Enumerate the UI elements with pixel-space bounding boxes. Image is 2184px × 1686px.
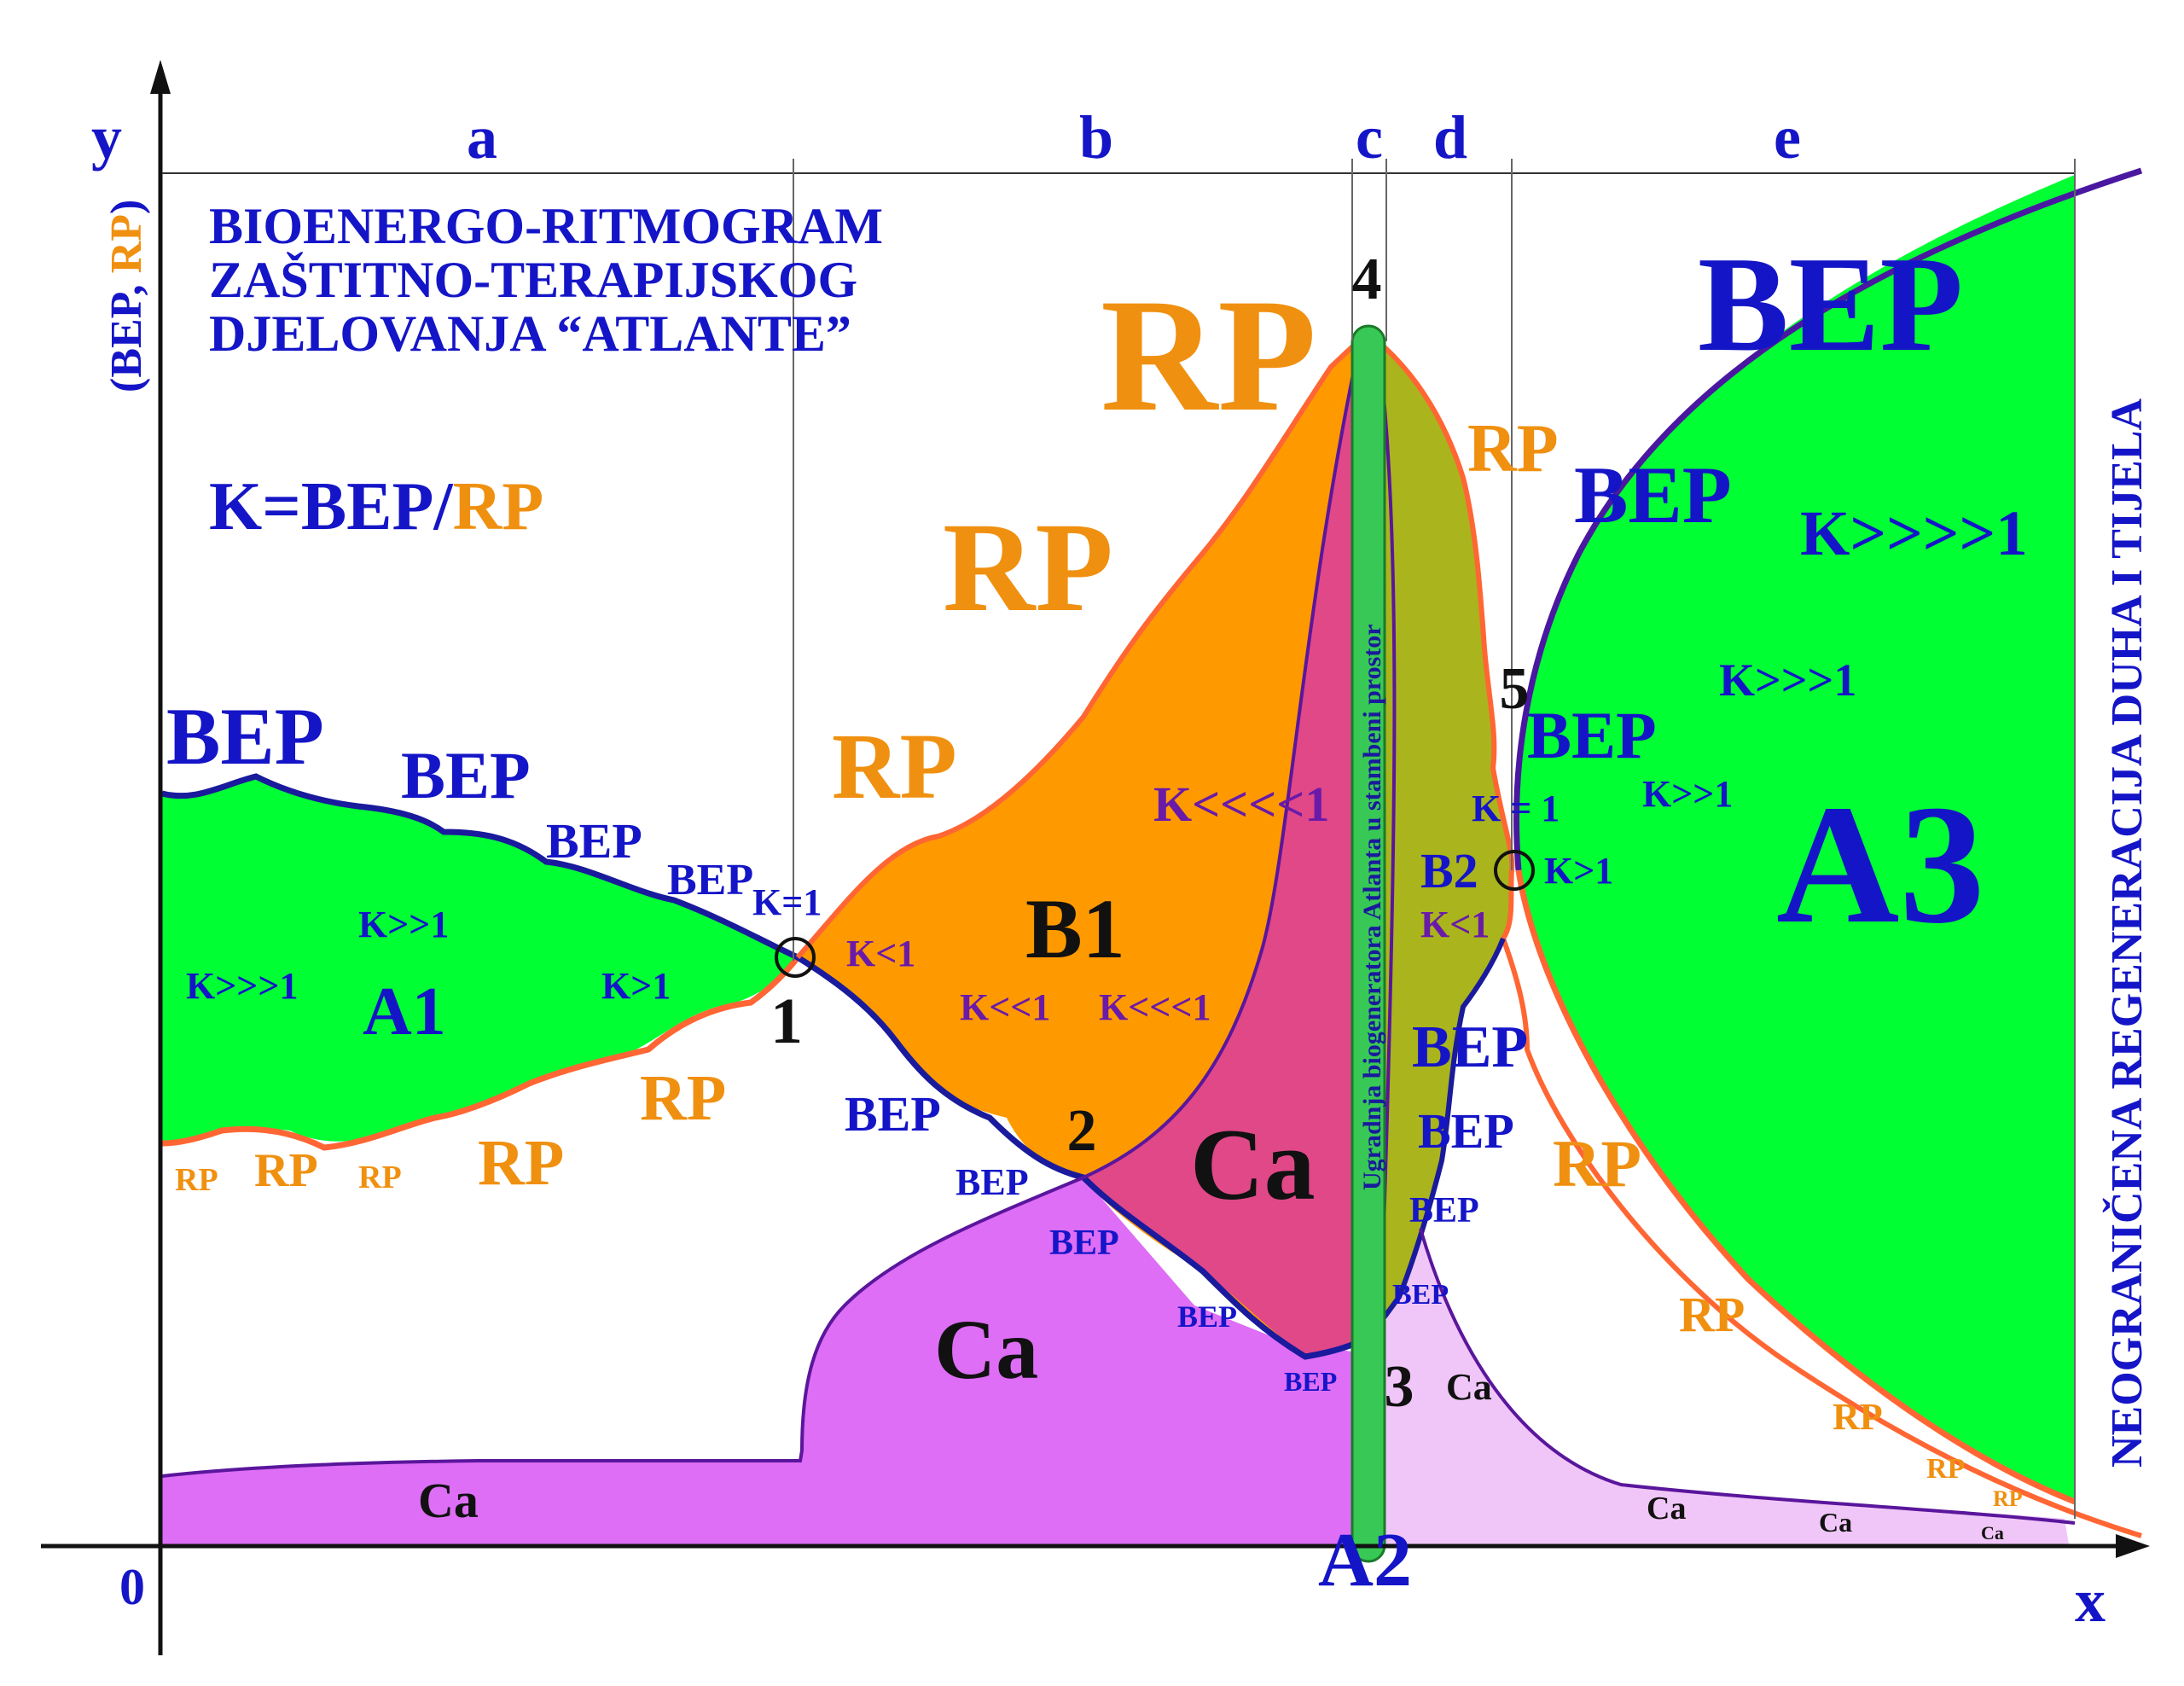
region-ca-hump: Ca	[934, 1302, 1038, 1397]
k-label-b2-l: K<1	[1420, 904, 1490, 945]
title-line-2: ZAŠTITNO-TERAPIJSKOG	[209, 252, 857, 308]
rp-label-e-2: RP	[1679, 1287, 1745, 1342]
x-axis-arrow	[2116, 1534, 2150, 1558]
rp-label-a1-3: RP	[254, 1144, 318, 1197]
rp-label-a1-2: RP	[478, 1127, 564, 1199]
k-label-b1-ll: K<<1	[960, 986, 1050, 1028]
k-label-point5: K = 1	[1472, 788, 1560, 829]
formula: K=BEP/RP	[209, 469, 543, 544]
bep-label-a-3: BEP	[546, 813, 642, 869]
x-axis-label: x	[2075, 1567, 2106, 1635]
k-label-a1-gg: K>>1	[358, 904, 449, 945]
point-1-label: 1	[770, 985, 803, 1057]
rp-label-peak: RP	[1101, 266, 1316, 445]
region-b1: B1	[1025, 881, 1125, 976]
point-2-label: 2	[1067, 1098, 1097, 1164]
bep-label-d-5: BEP	[1392, 1279, 1449, 1311]
a3-bep-boundary	[1513, 167, 2143, 871]
region-a1: A1	[363, 974, 446, 1049]
ca-hump-curve	[161, 1176, 1084, 1478]
a3-region	[1516, 175, 2075, 1502]
region-ca-big: Ca	[1190, 1108, 1316, 1221]
title-line-3: DJELOVANJA “ATLANTE”	[209, 305, 851, 362]
y-axis-quantity-label: (BEP, RP)	[102, 200, 151, 392]
bep-label-a-1: BEP	[166, 691, 324, 782]
k-label-point1: K=1	[752, 881, 822, 923]
rp-label-e-3: RP	[1833, 1396, 1883, 1438]
rp-label-e-4: RP	[1926, 1453, 1965, 1485]
rp-label-a1-4: RP	[175, 1162, 218, 1198]
title-line-1: BIOENERGO-RITMOGRAM	[209, 198, 883, 254]
rp-label-e-1: RP	[1553, 1126, 1641, 1201]
k-label-b1-l: K<1	[846, 933, 915, 974]
bep-label-b-2: BEP	[956, 1161, 1029, 1203]
a1-rp-boundary	[161, 955, 800, 1151]
ca-region-tail	[1382, 1229, 2069, 1544]
bep-label-a-2: BEP	[401, 738, 531, 812]
bep-label-b-3: BEP	[1049, 1224, 1119, 1263]
k-label-b1-lll: K<<<1	[1099, 986, 1211, 1028]
bep-label-e-mid: BEP	[1574, 450, 1732, 540]
k-label-e-gg: K>>1	[1642, 773, 1733, 815]
region-a2: A2	[1318, 1518, 1412, 1602]
k-label-e-g: K>1	[1544, 850, 1613, 892]
rp-label-b1-low: RP	[832, 714, 957, 818]
ca-wedge-region	[1083, 341, 1382, 1357]
y-axis-label: y	[91, 103, 122, 172]
section-label-a: a	[467, 103, 497, 172]
point-3-label: 3	[1385, 1354, 1414, 1420]
rp-label-e-5: RP	[1993, 1486, 2023, 1511]
bep-label-d-4: BEP	[1409, 1191, 1479, 1230]
bep-label-d-1: BEP	[1527, 698, 1657, 772]
ca-tail-curve	[1419, 1228, 2076, 1525]
a1-bep-boundary	[161, 773, 799, 961]
k-label-a1-g: K>1	[601, 965, 671, 1007]
region-b2: B2	[1420, 843, 1478, 898]
bep-label-d-2: BEP	[1412, 1015, 1528, 1080]
bep-label-e-big: BEP	[1698, 228, 1963, 380]
rp-label-b1: RP	[943, 497, 1113, 638]
bep-label-b-5: BEP	[1284, 1366, 1337, 1397]
section-label-e: e	[1774, 103, 1801, 172]
region-a3: A3	[1776, 770, 1984, 959]
point-5-label: 5	[1500, 656, 1530, 722]
rp-label-d: RP	[1467, 411, 1559, 486]
rp-ascending-curve	[795, 337, 1362, 959]
section-label-c: c	[1356, 103, 1383, 172]
rp-olive-outline	[1376, 339, 2142, 1538]
point-1-marker	[775, 937, 816, 978]
region-ca-tail-1: Ca	[1446, 1366, 1492, 1408]
vertical-biogenerator-text: Ugradnja biogeneratora Atlanta u stamben…	[1358, 624, 1386, 1190]
a1-region	[162, 776, 798, 1143]
section-label-b: b	[1079, 103, 1113, 172]
k-label-b1-llll: K<<<<1	[1153, 776, 1329, 832]
bep-olive-boundary	[1378, 937, 1506, 1324]
region-ca-tail-2: Ca	[1647, 1491, 1686, 1526]
bep-label-b-1: BEP	[845, 1086, 941, 1142]
k-label-e-ggg: K>>>1	[1719, 654, 1856, 706]
k-label-e-gggg: K>>>>1	[1800, 498, 2028, 569]
rp-label-a1-5: RP	[358, 1160, 402, 1195]
y-axis-arrow	[150, 60, 171, 94]
section-label-d: d	[1433, 103, 1467, 172]
k-label-a1-ggg: K>>>1	[186, 965, 298, 1007]
biogenerator-bar	[1350, 324, 1386, 1563]
point-4-label: 4	[1352, 247, 1382, 312]
a3-rp-boundary	[1515, 869, 2077, 1505]
b2-olive-region	[1378, 341, 1513, 1323]
ca-region-base	[162, 1177, 1382, 1544]
bep-label-d-3: BEP	[1418, 1103, 1514, 1159]
bep-label-b-4: BEP	[1177, 1299, 1237, 1334]
ca-wedge-curve	[1083, 340, 1362, 1179]
point-5-marker	[1494, 850, 1535, 891]
vertical-regeneration-text: NEOGRANIČENA REGENERACIJA DUHA I TIJELA	[2102, 398, 2152, 1468]
bep-label-a-4: BEP	[667, 856, 753, 904]
region-ca-tail-3: Ca	[1819, 1507, 1852, 1538]
region-ca-base: Ca	[418, 1473, 479, 1528]
region-ca-tail-4: Ca	[1981, 1522, 2004, 1544]
rp-label-a1-1: RP	[640, 1062, 726, 1134]
origin-label: 0	[119, 1559, 145, 1615]
